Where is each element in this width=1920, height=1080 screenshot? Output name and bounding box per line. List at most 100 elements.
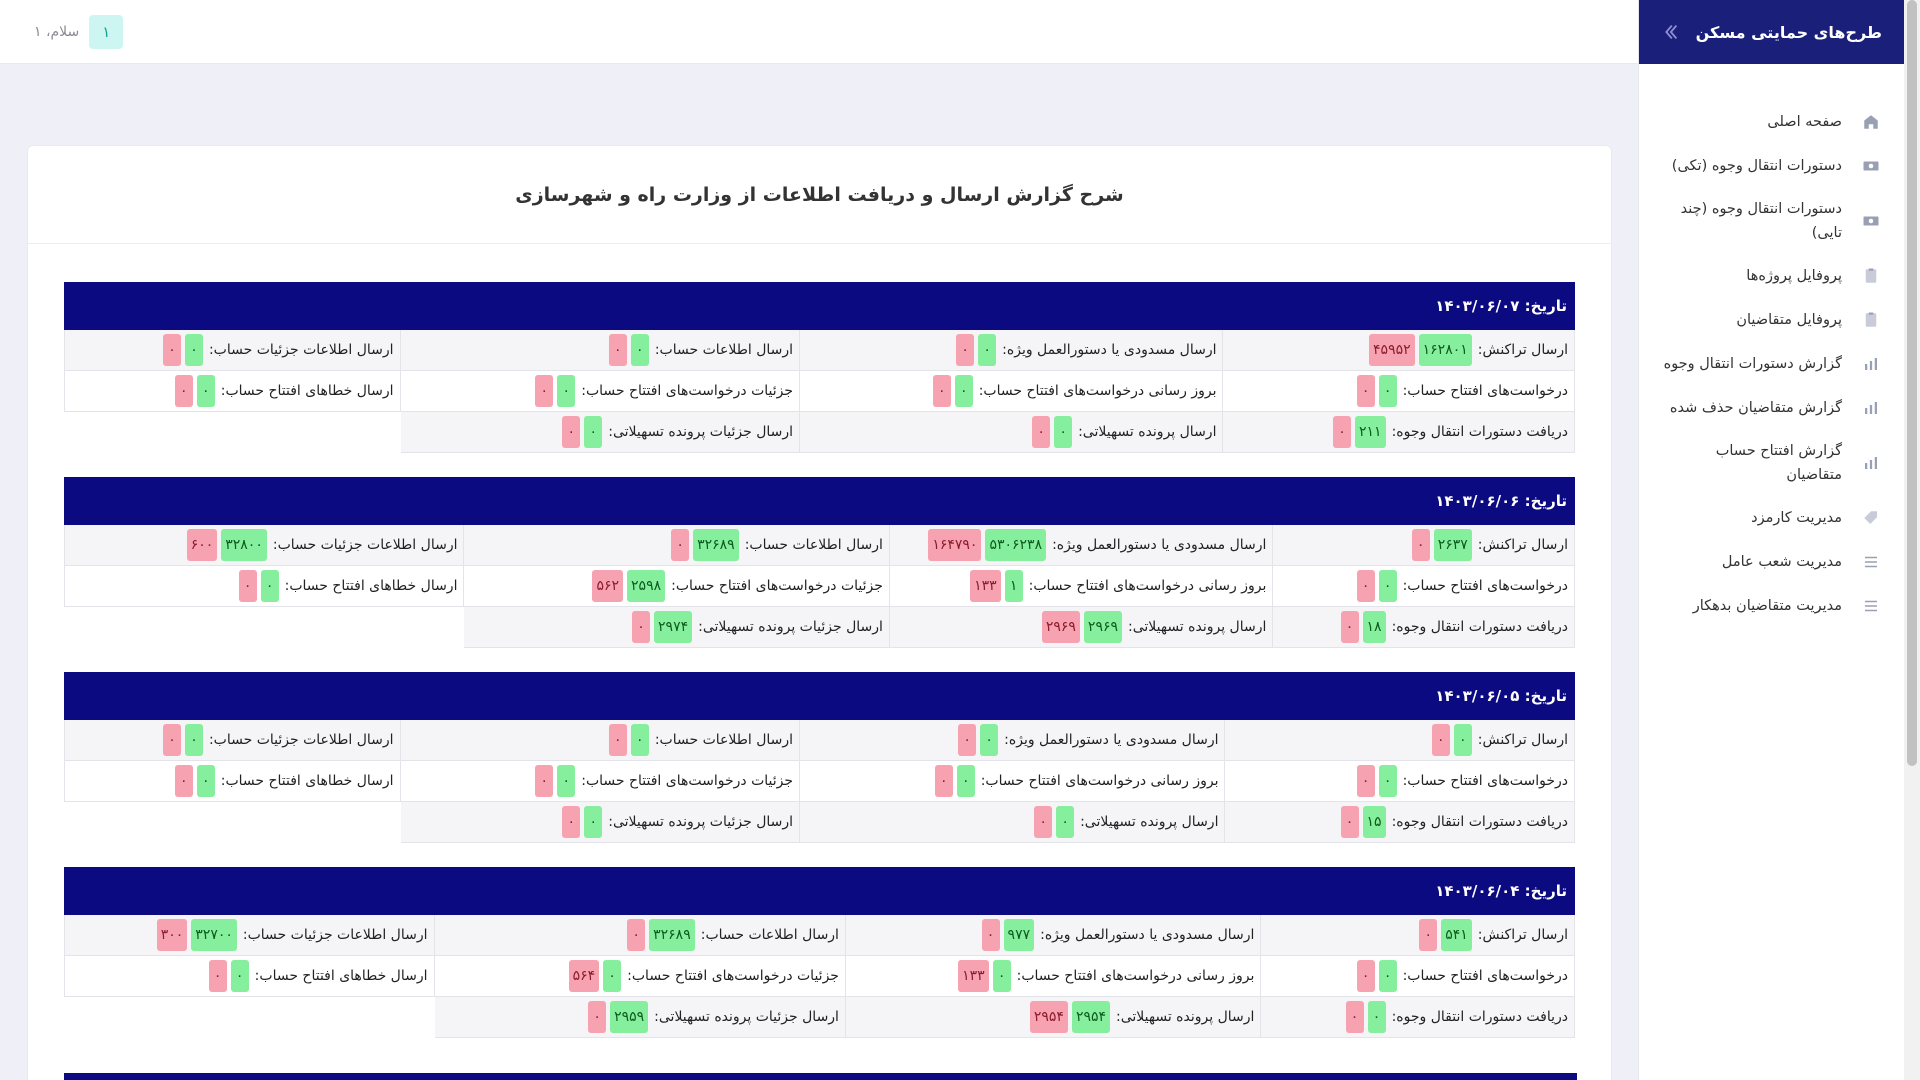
success-count-badge: ۲۶۳۷	[1433, 529, 1472, 561]
sidebar-item-8[interactable]: مدیریت کارمزد	[1639, 496, 1904, 540]
failure-count-badge: ۰	[535, 375, 554, 407]
stat-label: ارسال مسدودی یا دستورالعمل ویژه:	[1002, 342, 1217, 358]
collapse-chevron-icon[interactable]	[1657, 19, 1683, 45]
sidebar-item-label: پروفایل پروژه‌ها	[1746, 268, 1842, 284]
stat-cell: ارسال تراکنش: ۰ ۰	[1225, 720, 1575, 761]
stat-label: ارسال پرونده تسهیلاتی:	[1128, 619, 1267, 635]
date-section: تاریخ: ۱۴۰۳/۰۶/۰۷ ارسال تراکنش: ۱۶۲۸۰۱ ۴۵۹۵…	[64, 282, 1575, 453]
failure-count-badge: ۰	[562, 416, 581, 448]
stat-cell: بروز رسانی درخواست‌های افتتاح حساب: ۰ ۱۳۳	[845, 956, 1262, 997]
sidebar-item-6[interactable]: گزارش متقاضیان حذف شده	[1639, 386, 1904, 430]
sidebar-item-0[interactable]: صفحه اصلی	[1639, 100, 1904, 144]
stat-cell: ارسال مسدودی یا دستورالعمل ویژه: ۰ ۰	[800, 330, 1224, 371]
sidebar-item-label: گزارش افتتاح حساب متقاضیان	[1715, 443, 1842, 483]
sidebar-item-4[interactable]: پروفایل متقاضیان	[1639, 298, 1904, 342]
failure-count-badge: ۰	[588, 1001, 607, 1033]
failure-count-badge: ۰	[1034, 806, 1053, 838]
sidebar-item-3[interactable]: پروفایل پروژه‌ها	[1639, 254, 1904, 298]
failure-count-badge: ۰	[174, 375, 193, 407]
success-count-badge: ۳۲۷۰۰	[191, 919, 237, 951]
cash-icon	[1860, 155, 1882, 177]
stat-label: ارسال پرونده تسهیلاتی:	[1116, 1009, 1255, 1025]
stat-cell: ارسال اطلاعات حساب: ۰ ۰	[400, 330, 801, 371]
sidebar-item-2[interactable]: دستورات انتقال وجوه (چند تایی)	[1639, 188, 1904, 254]
scrollbar-thumb[interactable]	[1907, 0, 1917, 766]
stat-cell: جزئیات درخواست‌های افتتاح حساب: ۰ ۵۶۴	[434, 956, 846, 997]
failure-count-badge: ۵۶۲	[592, 570, 624, 602]
stat-label: ارسال اطلاعات حساب:	[700, 927, 839, 943]
sidebar-item-label: مدیریت کارمزد	[1751, 510, 1842, 526]
stat-label: جزئیات درخواست‌های افتتاح حساب:	[581, 773, 794, 789]
greeting-text: سلام، ۱	[34, 24, 80, 40]
sidebar-item-10[interactable]: مدیریت متقاضیان بدهکار	[1639, 584, 1904, 628]
app-title: طرح‌های حمایتی مسکن	[1695, 22, 1882, 42]
list-icon	[1860, 551, 1882, 573]
stat-cell: ارسال پرونده تسهیلاتی: ۲۹۵۴ ۲۹۵۴	[845, 997, 1262, 1038]
card-header: شرح گزارش ارسال و دریافت اطلاعات از وزار…	[28, 146, 1611, 244]
stat-label: دریافت دستورات انتقال وجوه:	[1391, 814, 1568, 830]
failure-count-badge: ۰	[1333, 416, 1351, 448]
success-count-badge: ۰	[196, 765, 215, 797]
stat-cell: بروز رسانی درخواست‌های افتتاح حساب: ۱ ۱۳۳	[889, 566, 1274, 607]
date-section: تاریخ: ۱۴۰۳/۰۶/۰۴ ارسال تراکنش: ۵۴۱ ۰ ارسال …	[63, 867, 1575, 1038]
success-count-badge: ۰	[1453, 724, 1472, 756]
stat-cell: ارسال جزئیات پرونده تسهیلاتی: ۰ ۰	[400, 412, 801, 453]
sidebar-item-label: پروفایل متقاضیان	[1736, 312, 1842, 328]
stat-label: ارسال جزئیات پرونده تسهیلاتی:	[608, 424, 794, 440]
stat-cell: دریافت دستورات انتقال وجوه: ۱۸ ۰	[1273, 607, 1575, 648]
success-count-badge: ۱	[1004, 570, 1023, 602]
stat-label: بروز رسانی درخواست‌های افتتاح حساب:	[978, 383, 1217, 399]
failure-count-badge: ۰	[1356, 960, 1375, 992]
avatar[interactable]: ۱	[89, 15, 124, 49]
date-section: تاریخ: ۱۴۰۳/۰۶/۰۵ ارسال تراکنش: ۰ ۰ ارسال مس…	[64, 672, 1575, 843]
list-icon	[1860, 595, 1882, 617]
failure-count-badge: ۰	[627, 919, 646, 951]
success-count-badge: ۰	[584, 416, 603, 448]
table-row: درخواست‌های افتتاح حساب: ۰ ۰ بروز رسانی درخ…	[64, 371, 1575, 412]
success-count-badge: ۰	[1378, 570, 1397, 602]
bar-chart-icon	[1860, 452, 1882, 474]
stat-cell: بروز رسانی درخواست‌های افتتاح حساب: ۰ ۰	[800, 761, 1226, 802]
stat-cell: بروز رسانی درخواست‌های افتتاح حساب: ۰ ۰	[800, 371, 1224, 412]
bar-chart-icon	[1860, 353, 1882, 375]
stat-label: ارسال مسدودی یا دستورالعمل ویژه:	[1040, 927, 1255, 943]
stat-cell: ارسال مسدودی یا دستورالعمل ویژه: ۹۷۷ ۰	[845, 915, 1262, 956]
failure-count-badge: ۰	[535, 765, 554, 797]
success-count-badge: ۱۵	[1362, 806, 1386, 838]
failure-count-badge: ۰	[608, 334, 627, 366]
sidebar: طرح‌های حمایتی مسکن صفحه اصلی دستورات انت…	[1638, 0, 1904, 1080]
section-date: تاریخ: ۱۴۰۳/۰۶/۰۷	[64, 282, 1575, 330]
stat-label: ارسال جزئیات پرونده تسهیلاتی:	[698, 619, 883, 635]
failure-count-badge: ۰	[934, 765, 953, 797]
user-greeting[interactable]: ۱ سلام، ۱	[34, 15, 124, 49]
stat-cell: ارسال پرونده تسهیلاتی: ۲۹۶۹ ۲۹۶۹	[889, 607, 1274, 648]
stat-label: ارسال اطلاعات حساب:	[744, 537, 883, 553]
stat-cell: ارسال پرونده تسهیلاتی: ۰ ۰	[800, 802, 1226, 843]
failure-count-badge: ۰	[174, 765, 193, 797]
failure-count-badge: ۱۳۳	[958, 960, 989, 992]
stat-cell: درخواست‌های افتتاح حساب: ۰ ۰	[1261, 956, 1575, 997]
stat-cell: ارسال خطاهای افتتاح حساب: ۰ ۰	[64, 761, 401, 802]
stat-label: ارسال خطاهای افتتاح حساب:	[220, 383, 394, 399]
success-count-badge: ۲۹۶۹	[1083, 611, 1122, 643]
table-row: درخواست‌های افتتاح حساب: ۰ ۰ بروز رسانی درخ…	[64, 761, 1575, 802]
sidebar-item-1[interactable]: دستورات انتقال وجوه (تکی)	[1639, 144, 1904, 188]
table-row: دریافت دستورات انتقال وجوه: ۱۵ ۰ ارسال پرون…	[64, 802, 1575, 843]
page-scrollbar[interactable]	[1904, 0, 1920, 1080]
stat-label: ارسال مسدودی یا دستورالعمل ویژه:	[1004, 732, 1219, 748]
failure-count-badge: ۵۶۴	[568, 960, 600, 992]
date-bar-partial	[64, 1073, 1577, 1080]
sidebar-item-label: مدیریت متقاضیان بدهکار	[1692, 598, 1842, 614]
sidebar-item-label: گزارش دستورات انتقال وجوه	[1663, 356, 1842, 372]
success-count-badge: ۰	[1378, 375, 1397, 407]
failure-count-badge: ۶۰۰	[186, 529, 218, 561]
sidebar-item-5[interactable]: گزارش دستورات انتقال وجوه	[1639, 342, 1904, 386]
success-count-badge: ۰	[992, 960, 1011, 992]
table-row: ارسال تراکنش: ۰ ۰ ارسال مسدودی یا دستورالعم…	[64, 720, 1575, 761]
success-count-badge: ۰	[980, 724, 999, 756]
success-count-badge: ۲۹۵۴	[1071, 1001, 1111, 1033]
failure-count-badge: ۲۹۶۹	[1041, 611, 1080, 643]
failure-count-badge: ۰	[956, 334, 975, 366]
sidebar-item-7[interactable]: گزارش افتتاح حساب متقاضیان	[1639, 430, 1904, 496]
sidebar-item-9[interactable]: مدیریت شعب عامل	[1639, 540, 1904, 584]
